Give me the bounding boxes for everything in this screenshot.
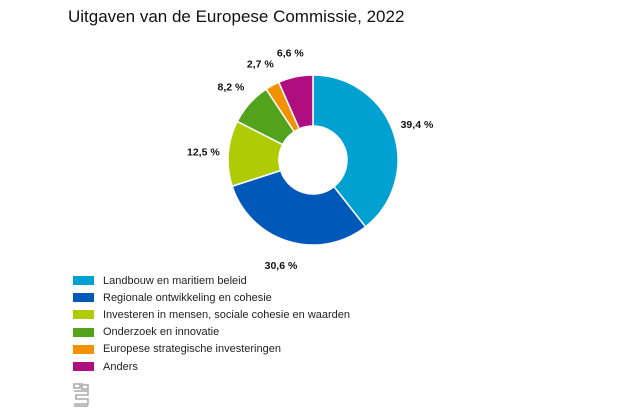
legend-item: Onderzoek en innovatie [73, 324, 350, 341]
legend-swatch [73, 310, 94, 320]
legend: Landbouw en maritiem beleid Regionale ont… [73, 272, 350, 375]
legend-label: Anders [103, 360, 138, 373]
data-label-3: 8,2 % [218, 82, 246, 94]
cbs-logo-icon [73, 383, 89, 407]
data-label-2: 12,5 % [187, 146, 220, 158]
legend-item: Landbouw en maritiem beleid [73, 272, 350, 289]
data-label-5: 6,6 % [277, 47, 305, 59]
legend-swatch [73, 344, 94, 354]
data-label-0: 39,4 % [401, 119, 434, 131]
legend-item: Anders [73, 358, 350, 375]
donut-slice-0 [312, 74, 399, 228]
legend-label: Investeren in mensen, sociale cohesie en… [103, 308, 351, 321]
legend-label: Onderzoek en innovatie [103, 326, 220, 339]
legend-item: Investeren in mensen, sociale cohesie en… [73, 306, 350, 323]
legend-item: Europese strategische investeringen [73, 341, 350, 358]
legend-swatch [73, 362, 94, 372]
donut-slice-5 [277, 74, 314, 130]
chart-title: Uitgaven van de Europese Commissie, 2022 [68, 7, 405, 26]
legend-item: Regionale ontwikkeling en cohesie [73, 289, 350, 306]
data-label-1: 30,6 % [265, 260, 298, 272]
donut-slice-1 [231, 169, 367, 246]
legend-swatch [73, 327, 94, 337]
legend-label: Europese strategische investeringen [103, 343, 281, 356]
legend-label: Landbouw en maritiem beleid [103, 274, 247, 287]
data-label-4: 2,7 % [247, 58, 275, 70]
legend-swatch [73, 293, 94, 303]
legend-swatch [73, 276, 94, 286]
legend-label: Regionale ontwikkeling en cohesie [103, 291, 272, 304]
